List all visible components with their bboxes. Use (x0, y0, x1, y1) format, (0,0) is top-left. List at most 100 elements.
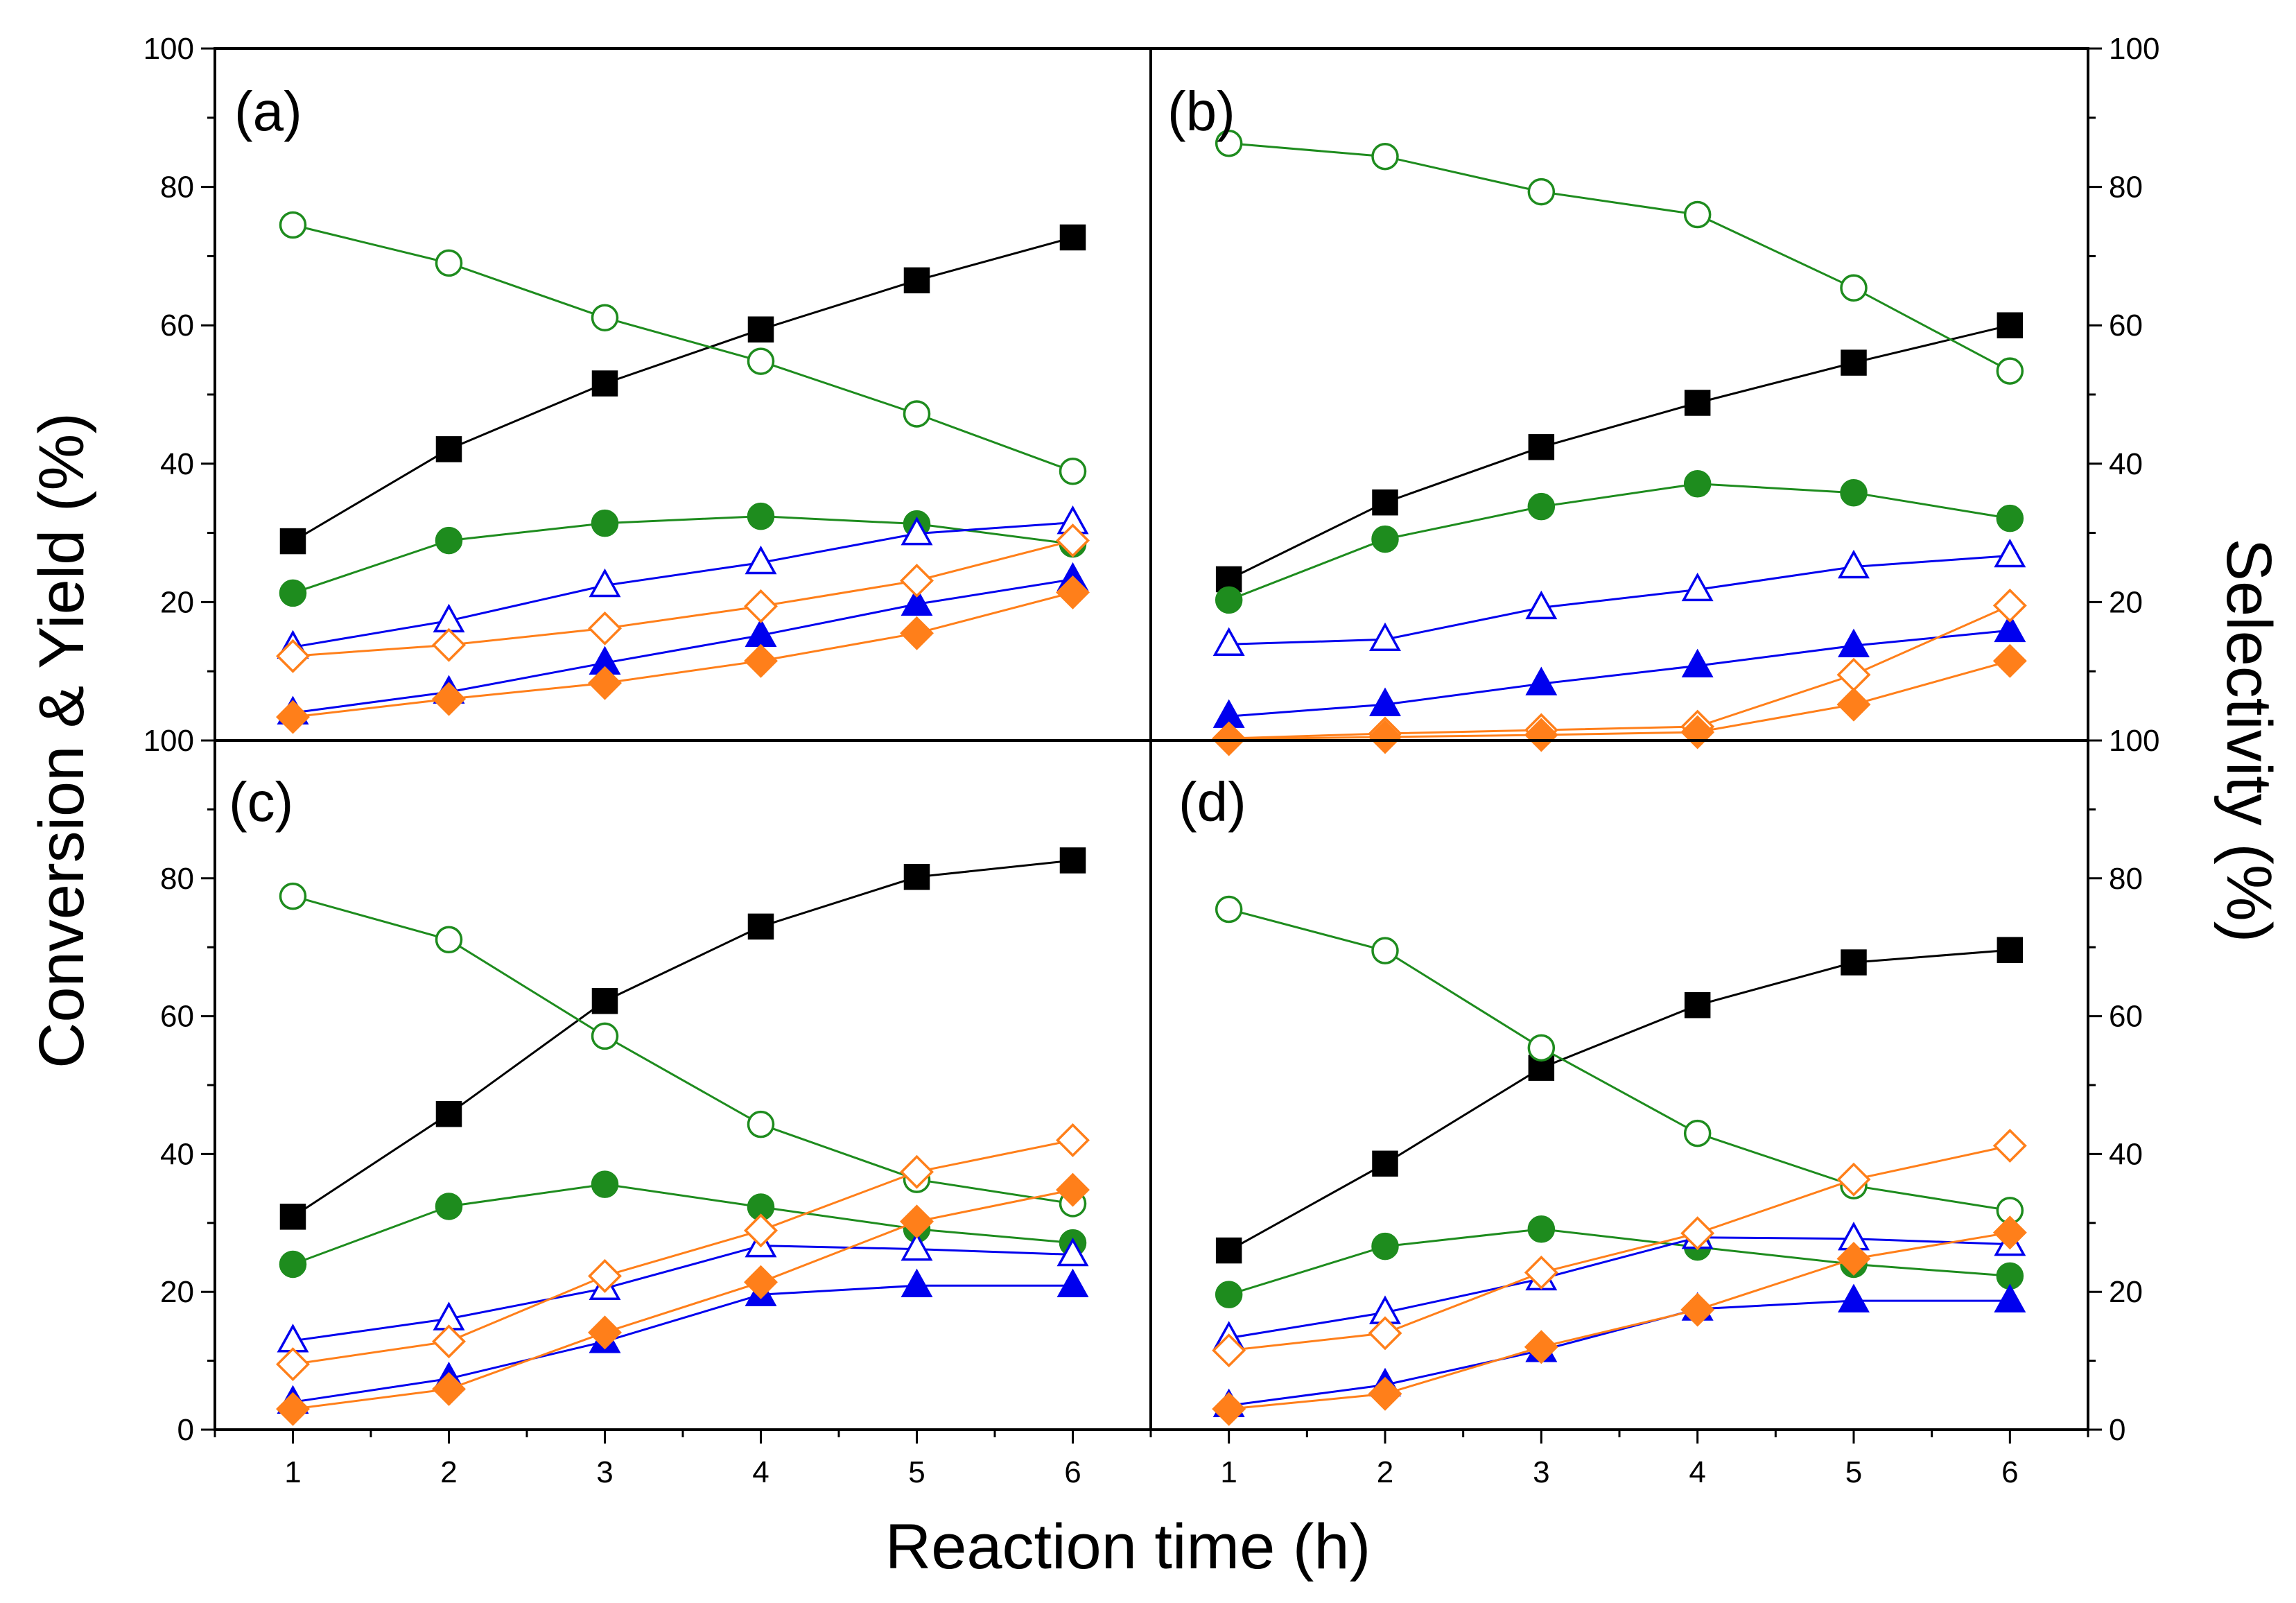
panel-d-x-tick-label: 1 (1220, 1455, 1237, 1489)
panel-c-x-tick-label: 3 (596, 1455, 613, 1489)
panel-b-blue-filled-point-2 (1369, 687, 1401, 716)
panel-c-blue-open-line (293, 1245, 1073, 1342)
panel-c-blue-open-point-6 (1056, 1237, 1089, 1267)
panel-c-orange-open-point-4 (744, 1213, 778, 1248)
panel-d-orange-filled-point-2 (1368, 1376, 1402, 1411)
panel-b-orange-filled-point-5 (1836, 687, 1871, 722)
panel-c-y-tick-label: 0 (177, 1413, 194, 1447)
panel-d-orange-open-point-4 (1680, 1216, 1715, 1251)
panel-c-y-tick-label: 80 (160, 862, 194, 896)
panel-b-green-open-point-6 (1996, 357, 2024, 385)
panel-c-green-filled-point-2 (435, 1193, 463, 1220)
panel-d-series-green-open (1215, 895, 2024, 1224)
panel-b-series-blue-open (1212, 538, 2026, 657)
panel-d-x-tick-label: 2 (1377, 1455, 1393, 1489)
panel-d-blue-open-line (1228, 1236, 2010, 1340)
panel-b-series-blue-filled (1212, 613, 2026, 728)
panel-d-orange-open-point-1 (1212, 1333, 1246, 1368)
panel-b-green-open-line (1228, 142, 2011, 372)
panel-a-green-open-point-5 (903, 400, 931, 428)
panel-b-series-green-open (1215, 129, 2024, 385)
panel-c-green-open-line (293, 895, 1073, 1205)
panel-a-blue-open-line (293, 521, 1073, 648)
panel-d-conversion-point-6 (1997, 937, 2024, 963)
panel-b-blue-filled-line (1228, 629, 2010, 718)
panel-d-orange-filled-point-6 (1992, 1215, 2027, 1250)
panel-a-y-tick-label: 40 (160, 447, 194, 481)
panel-d-y-tick-label: 60 (2109, 1000, 2143, 1034)
panel-d-orange-open-point-2 (1368, 1316, 1402, 1351)
panel-c-green-open-point-4 (747, 1110, 775, 1138)
panel-b-series-conversion (1215, 312, 2024, 593)
panel-d-orange-filled-point-1 (1212, 1392, 1246, 1426)
panel-a-green-filled-point-3 (591, 509, 619, 537)
panel-a-y-tick-label: 100 (144, 32, 194, 66)
panel-b-blue-open-point-2 (1369, 622, 1401, 652)
panel-a-y-tick-label: 100 (144, 724, 194, 758)
panel-c-green-filled-point-3 (591, 1170, 619, 1198)
panel-a-orange-open-line (293, 539, 1073, 657)
panel-b-blue-filled-point-3 (1525, 666, 1558, 695)
panel-d-series-orange-open (1212, 1128, 2027, 1368)
panel-b-blue-open-point-1 (1212, 627, 1245, 657)
panel-a-green-filled-point-4 (747, 502, 775, 530)
panel-c-orange-filled-point-5 (900, 1204, 934, 1239)
panel-c-conversion-point-3 (591, 987, 618, 1014)
panel-d-plot (1212, 895, 2027, 1426)
panel-c-y-tick-label: 40 (160, 1137, 194, 1171)
y-axis-title-right: Selectivity (%) (2214, 539, 2284, 943)
panel-a-orange-filled-point-3 (588, 666, 622, 700)
panel-b-green-open-point-1 (1215, 129, 1243, 157)
panel-d-orange-filled-line (1228, 1231, 2010, 1410)
panel-d-green-open-point-4 (1683, 1119, 1712, 1147)
y-axis-title-left: Conversion & Yield (%) (26, 413, 97, 1068)
panel-c-conversion-point-2 (435, 1100, 462, 1127)
panel-a-green-filled-point-2 (435, 526, 463, 555)
panel-c-conversion-point-6 (1059, 847, 1086, 874)
ticks-layer: 100 20 40 60 80 100 100 20 40 60 80 100 0 20 40 60 80 0 20… (144, 32, 2160, 1489)
panel-c-orange-open-point-3 (588, 1258, 622, 1293)
panel-a-orange-open-point-3 (588, 611, 622, 645)
panel-b-conversion-point-4 (1684, 390, 1711, 416)
panel-a-green-open-line (293, 224, 1074, 473)
panel-d-green-open-line (1228, 908, 2010, 1212)
panel-b-orange-filled-line (1228, 659, 2010, 740)
panel-a-green-open-point-4 (747, 347, 775, 375)
panel-b-blue-open-point-3 (1525, 590, 1558, 620)
panel-c-conversion-line (292, 859, 1073, 1218)
panel-c-orange-filled-point-2 (432, 1371, 466, 1406)
panel-c-series-orange-open (276, 1123, 1090, 1382)
panel-d-green-filled-line (1228, 1228, 2010, 1296)
panel-d-green-open-point-1 (1215, 895, 1243, 924)
panel-d-blue-filled-point-5 (1838, 1283, 1870, 1312)
panel-b-conversion-line (1228, 324, 2010, 580)
panel-b-green-open-point-3 (1527, 177, 1556, 206)
panel-c-orange-open-point-6 (1056, 1123, 1090, 1157)
panel-a-orange-filled-point-4 (744, 643, 778, 678)
panel-b-orange-open-line (1228, 605, 2010, 740)
panel-b-orange-filled-point-3 (1524, 718, 1558, 752)
panel-a-conversion-point-6 (1059, 224, 1086, 251)
panel-b-blue-filled-point-4 (1681, 648, 1714, 677)
panel-d-orange-filled-point-5 (1836, 1242, 1871, 1276)
panel-c-orange-filled-line (293, 1188, 1073, 1410)
panel-label-a: (a) (234, 80, 302, 142)
panel-c-blue-filled-point-6 (1056, 1268, 1089, 1298)
panel-b-blue-open-point-6 (1994, 538, 2026, 568)
panel-a-orange-filled-line (293, 591, 1073, 718)
panel-c-orange-open-point-2 (432, 1324, 466, 1359)
panel-d-green-filled-point-3 (1527, 1215, 1556, 1243)
panel-a-green-filled-line (293, 515, 1073, 594)
series-layer (276, 129, 2027, 1426)
panel-b-plot (1212, 129, 2027, 756)
panel-c-x-tick-label: 2 (440, 1455, 457, 1489)
panel-d-y-tick-label: 80 (2109, 862, 2143, 896)
panel-label-c: (c) (229, 771, 293, 833)
panel-a-blue-open-point-3 (589, 568, 621, 598)
panel-d-x-tick-label: 5 (1845, 1455, 1862, 1489)
panel-d-green-filled-point-1 (1215, 1281, 1243, 1308)
panel-b-y-tick-label: 20 (2109, 585, 2143, 619)
panel-a-orange-open-point-4 (744, 589, 778, 623)
panel-c-orange-filled-point-3 (588, 1315, 622, 1350)
panel-c-x-tick-label: 4 (752, 1455, 769, 1489)
